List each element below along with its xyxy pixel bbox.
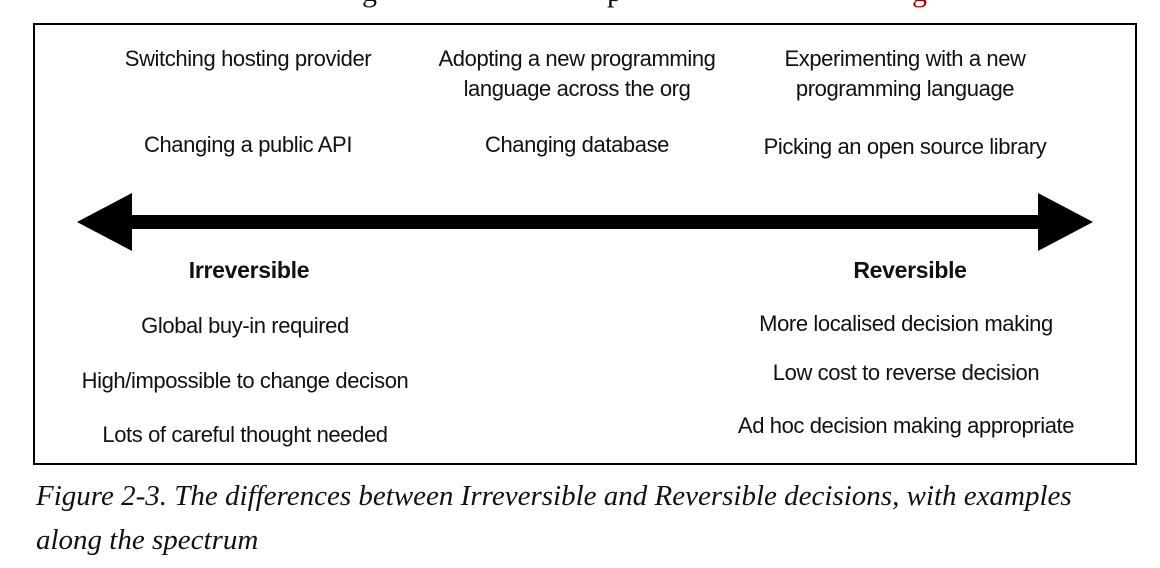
text-fragment: g [362, 0, 377, 9]
irreversible-point-buy-in: Global buy-in required [141, 313, 349, 338]
example-adopt-language-org: Adopting a new programming language acro… [438, 46, 716, 101]
irreversible-point-thought: Lots of careful thought needed [102, 422, 388, 447]
reversible-point-low-cost: Low cost to reverse decision [772, 360, 1040, 385]
figure-caption-line2: along the spectrum [36, 524, 259, 556]
cropped-text-line: g p g [0, 0, 1160, 9]
example-hosting-provider: Switching hosting provider [124, 46, 372, 71]
example-open-source-library: Picking an open source library [763, 134, 1047, 159]
example-public-api: Changing a public API [143, 132, 353, 157]
figure-caption-line1: Figure 2-3. The differences between Irre… [36, 480, 1072, 512]
irreversible-point-change-cost: High/impossible to change decison [81, 368, 409, 393]
link-text-fragment: g [912, 0, 927, 9]
label-reversible: Reversible [853, 257, 967, 283]
figure-diagram-box: Switching hosting provider Adopting a ne… [33, 23, 1137, 465]
example-database: Changing database [484, 132, 670, 157]
double-headed-arrow [77, 193, 1093, 251]
text-fragment: p [607, 0, 622, 9]
figure-caption: Figure 2-3. The differences between Irre… [36, 474, 1146, 562]
reversible-point-ad-hoc: Ad hoc decision making appropriate [737, 413, 1075, 438]
reversible-point-localised: More localised decision making [759, 311, 1053, 336]
example-experiment-language: Experimenting with a new programming lan… [784, 46, 1026, 101]
label-irreversible: Irreversible [188, 257, 310, 283]
